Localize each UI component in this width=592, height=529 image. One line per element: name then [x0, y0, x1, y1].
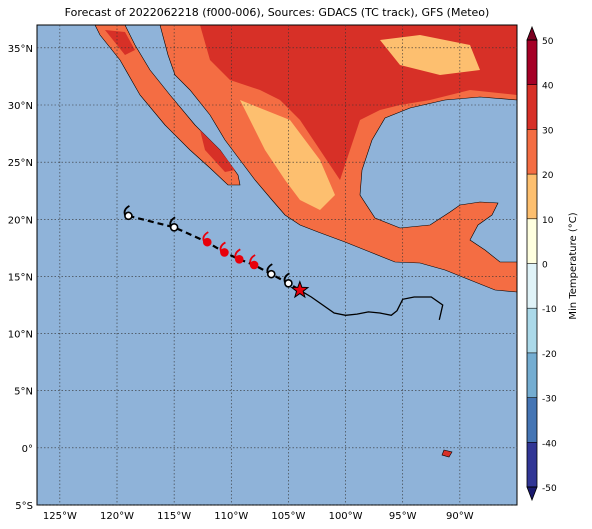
storm-center: [284, 278, 293, 288]
colorbar-band: [527, 174, 537, 219]
colorbar-band: [527, 352, 537, 398]
colorbar-band: [527, 263, 537, 309]
colorbar-tick-label: 40: [542, 82, 554, 92]
colorbar-over: [526, 25, 538, 41]
colorbar-tick-label: 0: [542, 261, 548, 271]
storm-center: [202, 237, 212, 247]
past-track: [299, 289, 444, 321]
colorbar-tick-label: -40: [542, 439, 557, 449]
colorbar-band: [527, 84, 537, 130]
current-position: [290, 280, 310, 299]
storm-center: [169, 222, 179, 232]
storm-symbol: [283, 272, 293, 288]
y-tick-label: 20°N: [8, 215, 33, 226]
y-tick-label: 35°N: [8, 44, 33, 55]
storm-symbol: [249, 254, 259, 270]
x-tick-label: 125°W: [43, 511, 77, 522]
y-tick-label: 0°: [22, 444, 33, 455]
y-tick-label: 25°N: [8, 158, 33, 169]
colorbar-tick-label: 30: [542, 126, 554, 136]
x-tick-label: 120°W: [100, 511, 134, 522]
colorbar-label: Min Temperature (°C): [568, 212, 579, 319]
colorbar-tick-label: -20: [542, 350, 557, 360]
x-tick-label: 100°W: [329, 511, 363, 522]
colorbar-band: [527, 40, 537, 85]
x-tick-label: 95°W: [389, 511, 417, 522]
x-tick-label: 115°W: [157, 511, 191, 522]
y-tick-label: 15°N: [8, 272, 33, 283]
storm-symbol: [266, 263, 276, 279]
storm-symbol: [123, 205, 133, 221]
storm-symbol: [219, 241, 229, 257]
storm-center: [124, 211, 133, 221]
y-tick-label: 5°S: [15, 501, 33, 512]
x-tick-label: 110°W: [214, 511, 248, 522]
colorbar-band: [527, 308, 537, 353]
colorbar-band: [527, 442, 537, 487]
storm-center: [249, 260, 259, 270]
colorbar-under: [526, 486, 538, 502]
y-tick-label: 30°N: [8, 101, 33, 112]
colorbar-tick-label: -10: [542, 305, 557, 315]
colorbar-tick-label: -50: [542, 484, 557, 494]
storm-symbol: [202, 231, 212, 247]
colorbar-band: [527, 397, 537, 443]
map-frame: [36, 24, 518, 506]
colorbar-band: [527, 218, 537, 264]
chart-title: Forecast of 2022062218 (f000-006), Sourc…: [65, 6, 490, 19]
storm-symbol: [169, 216, 179, 232]
storm-center: [234, 254, 244, 264]
y-tick-label: 5°N: [14, 387, 33, 398]
colorbar-tick-label: -30: [542, 395, 557, 405]
x-tick-label: 90°W: [446, 511, 474, 522]
colorbar-band: [527, 129, 537, 175]
storm-center: [266, 269, 276, 279]
colorbar-tick-label: 50: [542, 37, 554, 47]
x-tick-label: 105°W: [271, 511, 305, 522]
storm-symbol: [234, 248, 244, 264]
storm-center: [220, 248, 229, 257]
colorbar-tick-label: 10: [542, 216, 554, 226]
colorbar-tick-label: 20: [542, 171, 554, 181]
y-tick-label: 10°N: [8, 330, 33, 341]
